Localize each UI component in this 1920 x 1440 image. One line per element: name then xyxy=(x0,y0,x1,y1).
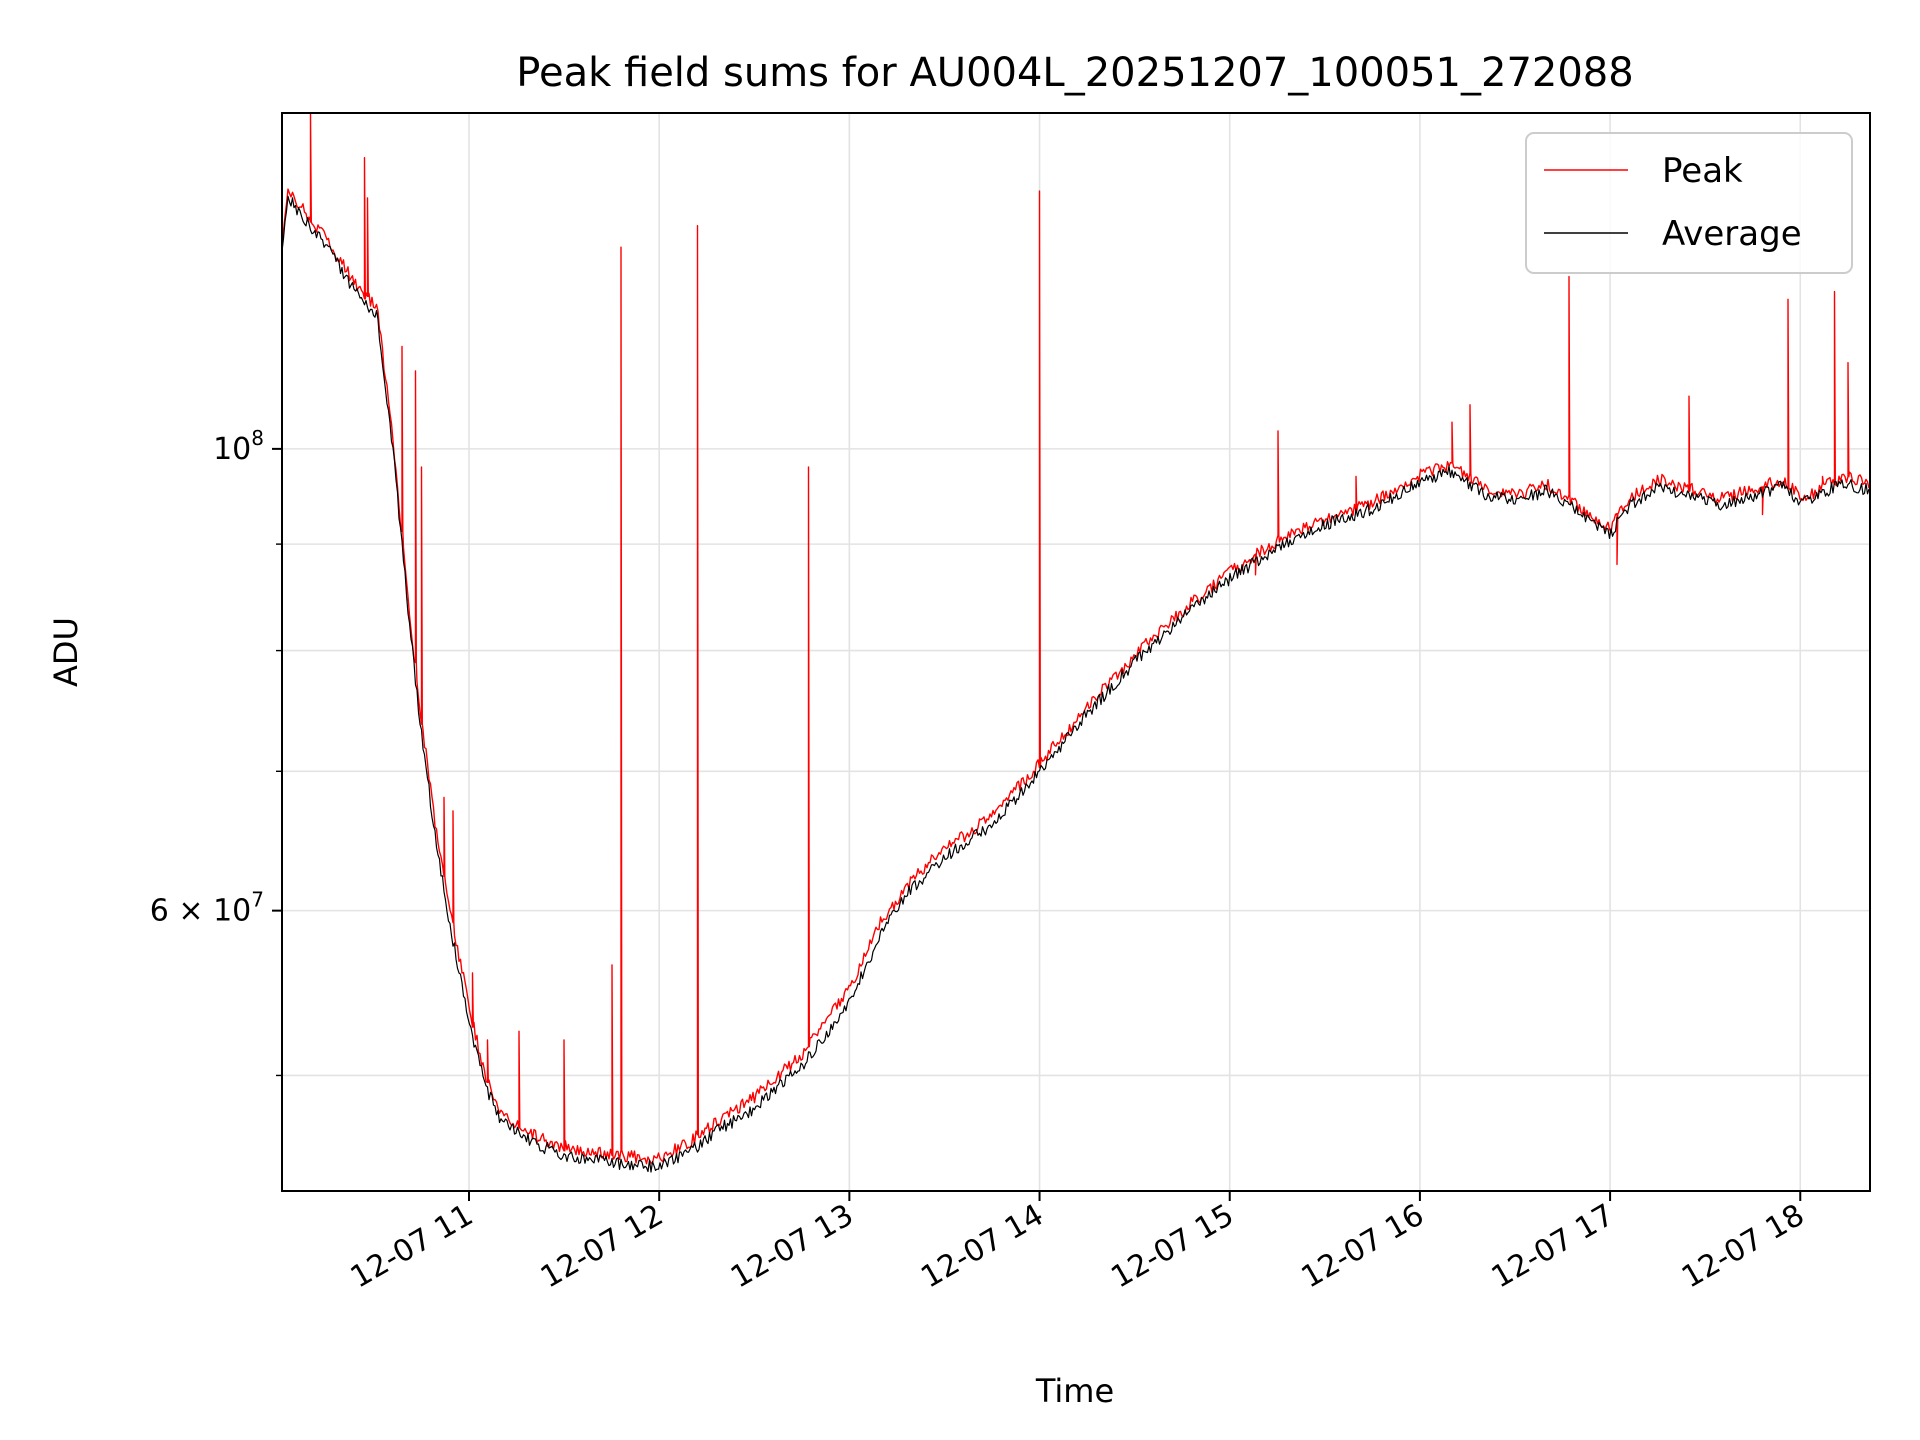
y-tick-label: 6 × 107 xyxy=(150,888,264,929)
y-axis-title: ADU xyxy=(47,617,85,687)
legend: Peak Average xyxy=(1525,132,1853,274)
legend-label-average: Average xyxy=(1662,214,1802,254)
series-layer xyxy=(282,113,1870,1173)
grid xyxy=(282,113,1870,1191)
plot-frame xyxy=(281,112,1871,1192)
y-tick-label: 108 xyxy=(213,426,264,467)
x-axis-title: Time xyxy=(1035,1372,1114,1410)
y-axis: 6 × 107 108 xyxy=(150,426,282,1077)
legend-label-peak: Peak xyxy=(1662,151,1743,191)
y-tick-label-exponent: 7 xyxy=(251,888,264,912)
y-tick-label-base: 6 × 10 xyxy=(150,894,251,929)
legend-box xyxy=(1525,132,1853,274)
series-average-line xyxy=(282,195,1870,1173)
y-tick-label-base: 10 xyxy=(213,432,251,467)
chart-title: Peak field sums for AU004L_20251207_1000… xyxy=(516,50,1633,96)
y-tick-label-exponent: 8 xyxy=(251,426,264,450)
